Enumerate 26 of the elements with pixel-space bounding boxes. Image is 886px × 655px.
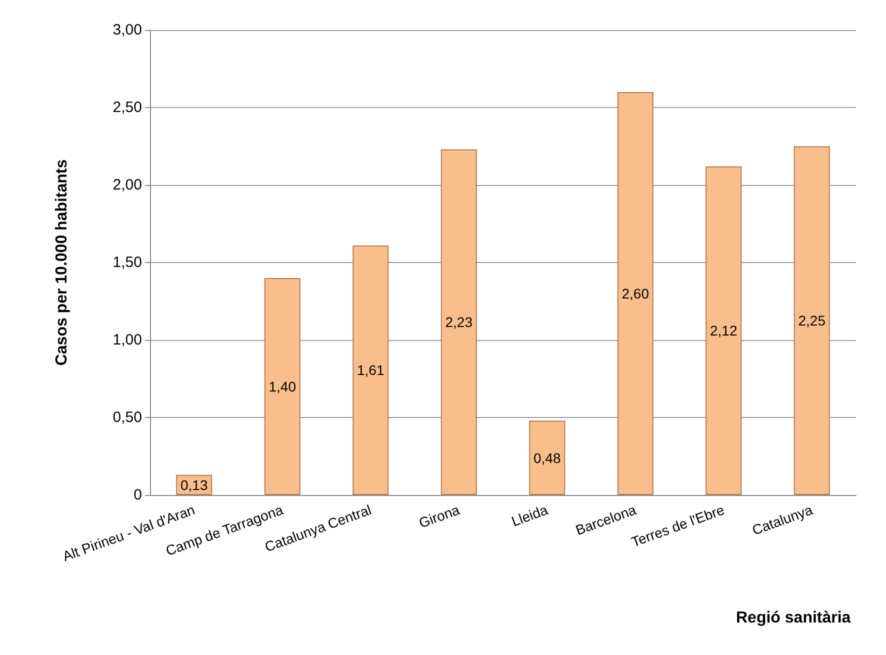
y-axis-title: Casos per 10.000 habitants xyxy=(54,159,70,366)
x-axis-title: Regió sanitària xyxy=(736,610,851,626)
bar xyxy=(264,278,300,495)
y-tick-label: 0 xyxy=(134,486,142,504)
y-tick-label: 2,50 xyxy=(112,99,142,116)
x-tick-label: Girona xyxy=(416,501,462,531)
data-label: 0,13 xyxy=(180,476,208,493)
y-tick-label: 2,00 xyxy=(112,176,142,194)
bar xyxy=(617,92,654,495)
data-label: 1,61 xyxy=(357,362,384,378)
bar xyxy=(529,420,566,495)
bar xyxy=(794,146,830,495)
y-tick-label: 0,50 xyxy=(112,409,142,426)
bar xyxy=(706,166,742,495)
data-label: 2,60 xyxy=(622,286,650,302)
y-tick-label: 3,00 xyxy=(112,22,142,38)
x-tick-label: Lleida xyxy=(509,501,550,530)
y-tick-label: 1,50 xyxy=(112,254,142,271)
data-label: 2,25 xyxy=(798,312,826,329)
bar xyxy=(352,245,389,495)
data-label: 2,12 xyxy=(710,322,738,339)
data-label: 2,23 xyxy=(445,314,473,330)
bar xyxy=(440,149,477,495)
y-tick-label: 1,00 xyxy=(112,332,142,348)
data-label: 1,40 xyxy=(268,378,296,394)
data-label: 0,48 xyxy=(534,450,561,466)
